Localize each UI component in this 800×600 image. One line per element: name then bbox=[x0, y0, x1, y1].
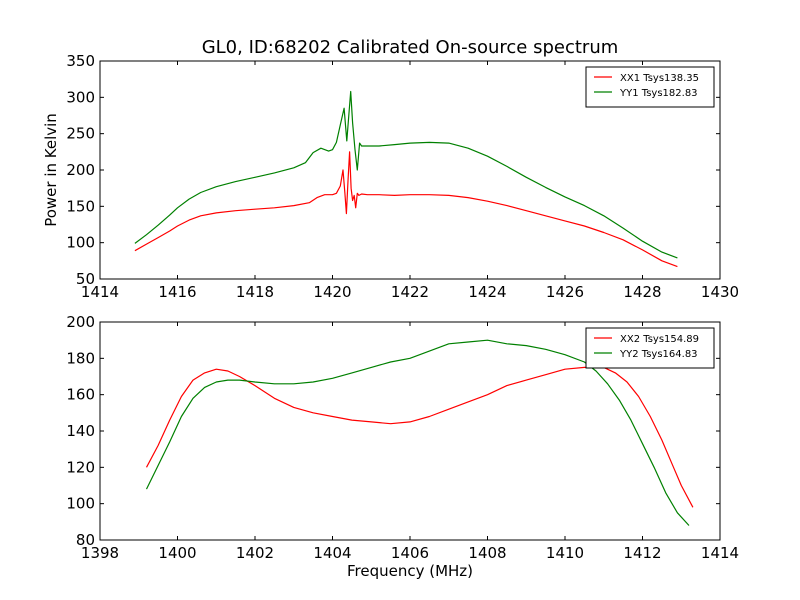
bottom-x-tick-label: 1412 bbox=[623, 544, 661, 562]
top-series-line-1 bbox=[134, 151, 678, 268]
top-legend-label-1: XX1 Tsys138.35 bbox=[620, 73, 699, 84]
x-axis-label: Frequency (MHz) bbox=[347, 562, 473, 580]
bottom-y-tick-label: 120 bbox=[66, 458, 95, 476]
bottom-y-tick-label: 200 bbox=[66, 313, 95, 331]
top-y-tick-label: 100 bbox=[66, 234, 95, 252]
top-x-tick-label: 1418 bbox=[236, 283, 274, 301]
top-x-tick-label: 1430 bbox=[701, 283, 739, 301]
chart-title: GL0, ID:68202 Calibrated On-source spect… bbox=[202, 37, 619, 58]
top-y-tick-label: 300 bbox=[66, 88, 95, 106]
top-x-tick-label: 1424 bbox=[468, 283, 506, 301]
bottom-x-tick-label: 1404 bbox=[313, 544, 351, 562]
bottom-panel: 1398 1400 1402 1404 1406 1408 1410 1412 1414 80 10… bbox=[66, 313, 739, 562]
bottom-x-tick-label: 1400 bbox=[158, 544, 196, 562]
top-x-tick-label: 1420 bbox=[313, 283, 351, 301]
bottom-legend-label-2: YY2 Tsys164.83 bbox=[619, 349, 698, 360]
bottom-x-tick-label: 1410 bbox=[546, 544, 584, 562]
bottom-x-tick-label: 1402 bbox=[236, 544, 274, 562]
bottom-series-line-2 bbox=[145, 339, 690, 526]
top-panel: 1414 1416 1418 1420 1422 1424 1426 1428 1430 50 10… bbox=[66, 52, 739, 301]
bottom-legend-box bbox=[585, 327, 715, 369]
top-x-tick-label: 1422 bbox=[391, 283, 429, 301]
top-x-tick-label: 1428 bbox=[623, 283, 661, 301]
top-y-tick-label: 350 bbox=[66, 52, 95, 70]
bottom-x-tick-label: 1414 bbox=[701, 544, 739, 562]
top-y-tick-label: 250 bbox=[66, 125, 95, 143]
top-x-tick-label: 1414 bbox=[81, 283, 119, 301]
bottom-x-tick-label: 1408 bbox=[468, 544, 506, 562]
bottom-y-tick-label: 80 bbox=[76, 531, 95, 549]
top-x-tick-label: 1416 bbox=[158, 283, 196, 301]
top-legend-box bbox=[585, 66, 715, 108]
top-y-axis-label: Power in Kelvin bbox=[42, 113, 60, 227]
bottom-y-tick-label: 160 bbox=[66, 386, 95, 404]
top-series-line-2 bbox=[134, 90, 678, 259]
bottom-series-line-1 bbox=[145, 366, 694, 508]
top-x-tick-label: 1426 bbox=[546, 283, 584, 301]
bottom-plot-area bbox=[145, 339, 694, 526]
top-y-tick-label: 150 bbox=[66, 197, 95, 215]
bottom-y-tick-label: 140 bbox=[66, 422, 95, 440]
top-plot-area bbox=[134, 90, 678, 268]
bottom-x-tick-label: 1398 bbox=[81, 544, 119, 562]
bottom-legend-label-1: XX2 Tsys154.89 bbox=[620, 334, 699, 345]
top-y-tick-label: 200 bbox=[66, 161, 95, 179]
bottom-y-tick-label: 100 bbox=[66, 495, 95, 513]
top-legend-label-2: YY1 Tsys182.83 bbox=[619, 88, 698, 99]
top-y-tick-label: 50 bbox=[76, 270, 95, 288]
top-legend: XX1 Tsys138.35 YY1 Tsys182.83 bbox=[585, 66, 715, 108]
bottom-y-tick-label: 180 bbox=[66, 349, 95, 367]
bottom-x-tick-label: 1406 bbox=[391, 544, 429, 562]
bottom-legend: XX2 Tsys154.89 YY2 Tsys164.83 bbox=[585, 327, 715, 369]
